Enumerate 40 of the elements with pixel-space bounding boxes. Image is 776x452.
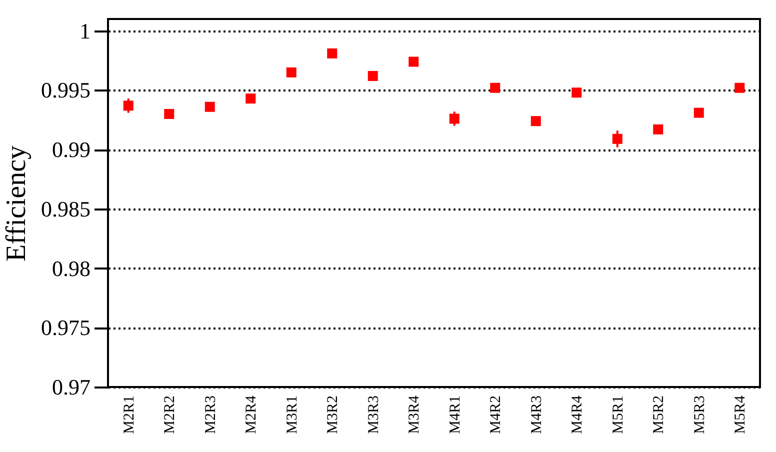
point	[530, 116, 541, 126]
x-tick-label: M2R1	[121, 396, 138, 434]
x-tick-label: M5R4	[732, 395, 749, 434]
x-tick-label: M3R3	[366, 396, 382, 434]
point	[204, 102, 215, 112]
x-tick-label: M4R3	[528, 396, 545, 434]
x-tick-label: M2R3	[202, 396, 219, 434]
point	[368, 70, 378, 81]
x-tick-label: M3R2	[325, 396, 342, 434]
y-tick-label: 1	[80, 18, 90, 44]
x-tick-label: M4R2	[488, 396, 504, 434]
x-tick-label: M5R1	[610, 396, 626, 434]
y-tick-label: 0.975	[41, 315, 90, 340]
y-axis-title: Efficiency	[1, 145, 32, 262]
x-tick-label: M3R4	[406, 395, 423, 434]
y-tick-label: 0.97	[52, 374, 90, 400]
point	[490, 82, 500, 93]
y-tick-label: 0.985	[41, 196, 90, 222]
x-tick-label: M2R4	[244, 395, 260, 434]
x-tick-label: M3R1	[284, 396, 300, 434]
point	[612, 134, 622, 144]
x-tick-label: M4R1	[447, 396, 464, 434]
point	[694, 108, 704, 118]
x-tick-label: M5R3	[692, 396, 708, 434]
y-tick-label: 0.995	[41, 78, 90, 103]
point	[164, 108, 174, 119]
point	[449, 114, 460, 124]
point	[123, 100, 134, 111]
point	[408, 56, 419, 67]
point	[653, 124, 664, 134]
point	[327, 48, 338, 58]
point	[734, 82, 745, 93]
x-tick-label: M5R2	[651, 396, 668, 434]
x-tick-label: M4R4	[570, 395, 586, 434]
point	[246, 94, 256, 104]
point	[572, 88, 582, 98]
point	[286, 67, 296, 78]
x-tick-label: M2R2	[162, 396, 178, 434]
y-tick-label: 0.99	[52, 137, 90, 162]
y-tick-label: 0.98	[52, 256, 90, 281]
